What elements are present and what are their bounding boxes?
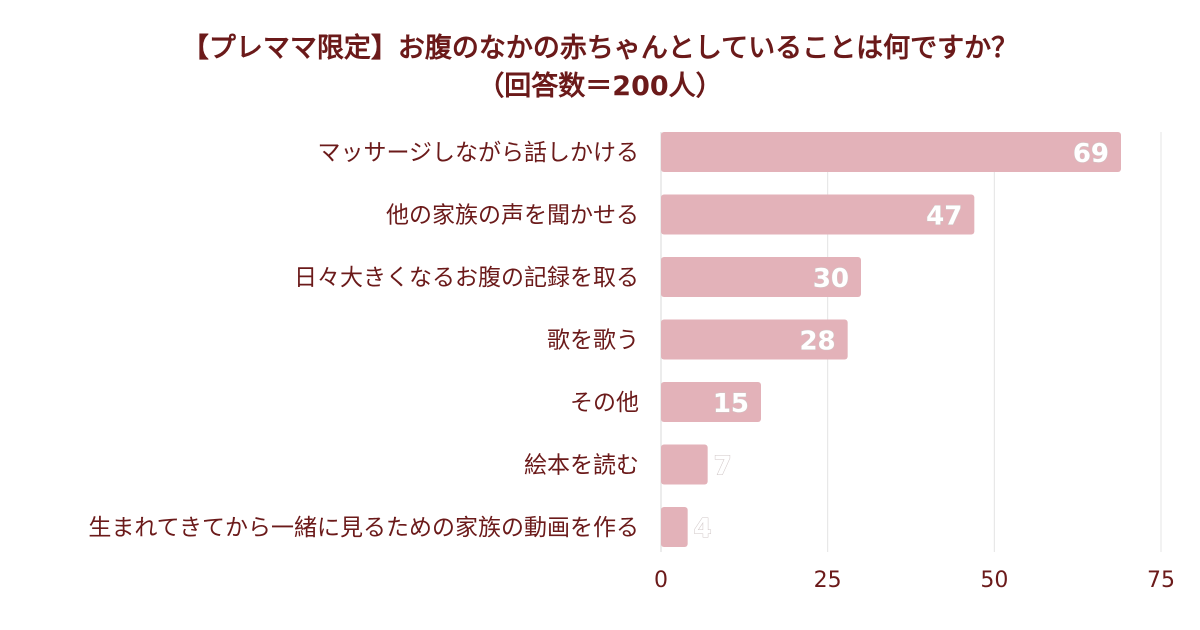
- bar: [661, 319, 848, 360]
- category-label: 歌を歌う: [547, 328, 639, 354]
- category-label: 生まれてきてから一緒に見るための家族の動画を作る: [88, 515, 639, 541]
- x-tick-label: 25: [814, 568, 842, 593]
- chart-title-line2: （回答数＝200人）: [477, 71, 723, 102]
- bar: [661, 382, 761, 422]
- x-tick-label: 50: [980, 568, 1008, 593]
- bar: [661, 194, 975, 235]
- bar: [661, 507, 688, 547]
- bar: [661, 132, 1121, 172]
- bar: [661, 257, 861, 297]
- chart-title-line1: 【プレママ限定】お腹のなかの赤ちゃんとしていることは何ですか？: [181, 33, 1019, 64]
- data-label: 28: [799, 327, 835, 357]
- category-label: 絵本を読む: [524, 453, 639, 479]
- category-label: その他: [570, 390, 639, 416]
- category-label: 他の家族の声を聞かせる: [386, 203, 639, 229]
- data-label: 47: [926, 202, 962, 232]
- data-label: 30: [813, 264, 849, 294]
- x-tick-label: 0: [654, 568, 668, 593]
- data-label: 69: [1073, 139, 1109, 169]
- category-label: マッサージしながら話しかける: [317, 140, 639, 166]
- data-label: 7: [714, 452, 732, 482]
- x-tick-label: 75: [1147, 568, 1175, 593]
- data-label: 4: [694, 514, 712, 544]
- bar: [661, 444, 708, 485]
- category-label: 日々大きくなるお腹の記録を取る: [294, 265, 639, 291]
- data-label: 15: [713, 389, 749, 419]
